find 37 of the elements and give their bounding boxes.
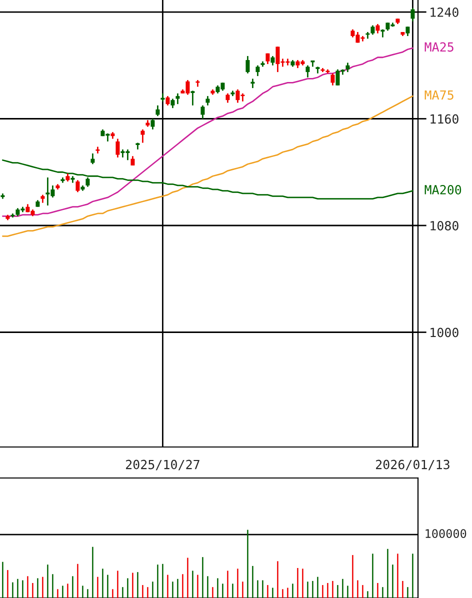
candlestick (86, 176, 90, 188)
text: 100000 (426, 529, 466, 538)
line-series (2, 47, 414, 217)
candlestick (376, 23, 380, 34)
candlestick (306, 64, 310, 78)
y-tick-label: 1080 (430, 221, 458, 230)
candlestick (346, 62, 350, 73)
candlestick (200, 104, 205, 120)
candlestick (270, 55, 275, 66)
x-tick-label: 2026/01/13 (376, 460, 450, 470)
candlestick (116, 138, 120, 158)
candlestick (206, 95, 210, 106)
candlestick (256, 64, 260, 77)
candlestick (410, 7, 415, 22)
candlestick (176, 92, 180, 105)
candlestick (150, 118, 155, 130)
line-series (2, 159, 414, 200)
candlestick (130, 155, 135, 166)
line-series (2, 95, 414, 237)
candlestick (166, 95, 170, 106)
y-tick-label: 1000 (430, 328, 458, 338)
series-label: MA25 (424, 42, 454, 52)
candlestick (330, 72, 335, 86)
candlestick (226, 92, 230, 104)
series-label: MA200 (424, 185, 462, 194)
candlestick (76, 179, 80, 193)
candlestick (156, 104, 160, 117)
candlestick (406, 26, 410, 37)
candlestick (140, 128, 145, 144)
y-tick-label: 1240 (430, 8, 458, 17)
y-tick-label: 1160 (430, 114, 458, 124)
candlestick (170, 98, 175, 109)
candlestick (90, 152, 95, 165)
candlestick (246, 55, 250, 74)
series-label: MA75 (424, 90, 454, 100)
x-tick-label: 2025/10/27 (126, 460, 200, 470)
candlestick (370, 24, 375, 36)
